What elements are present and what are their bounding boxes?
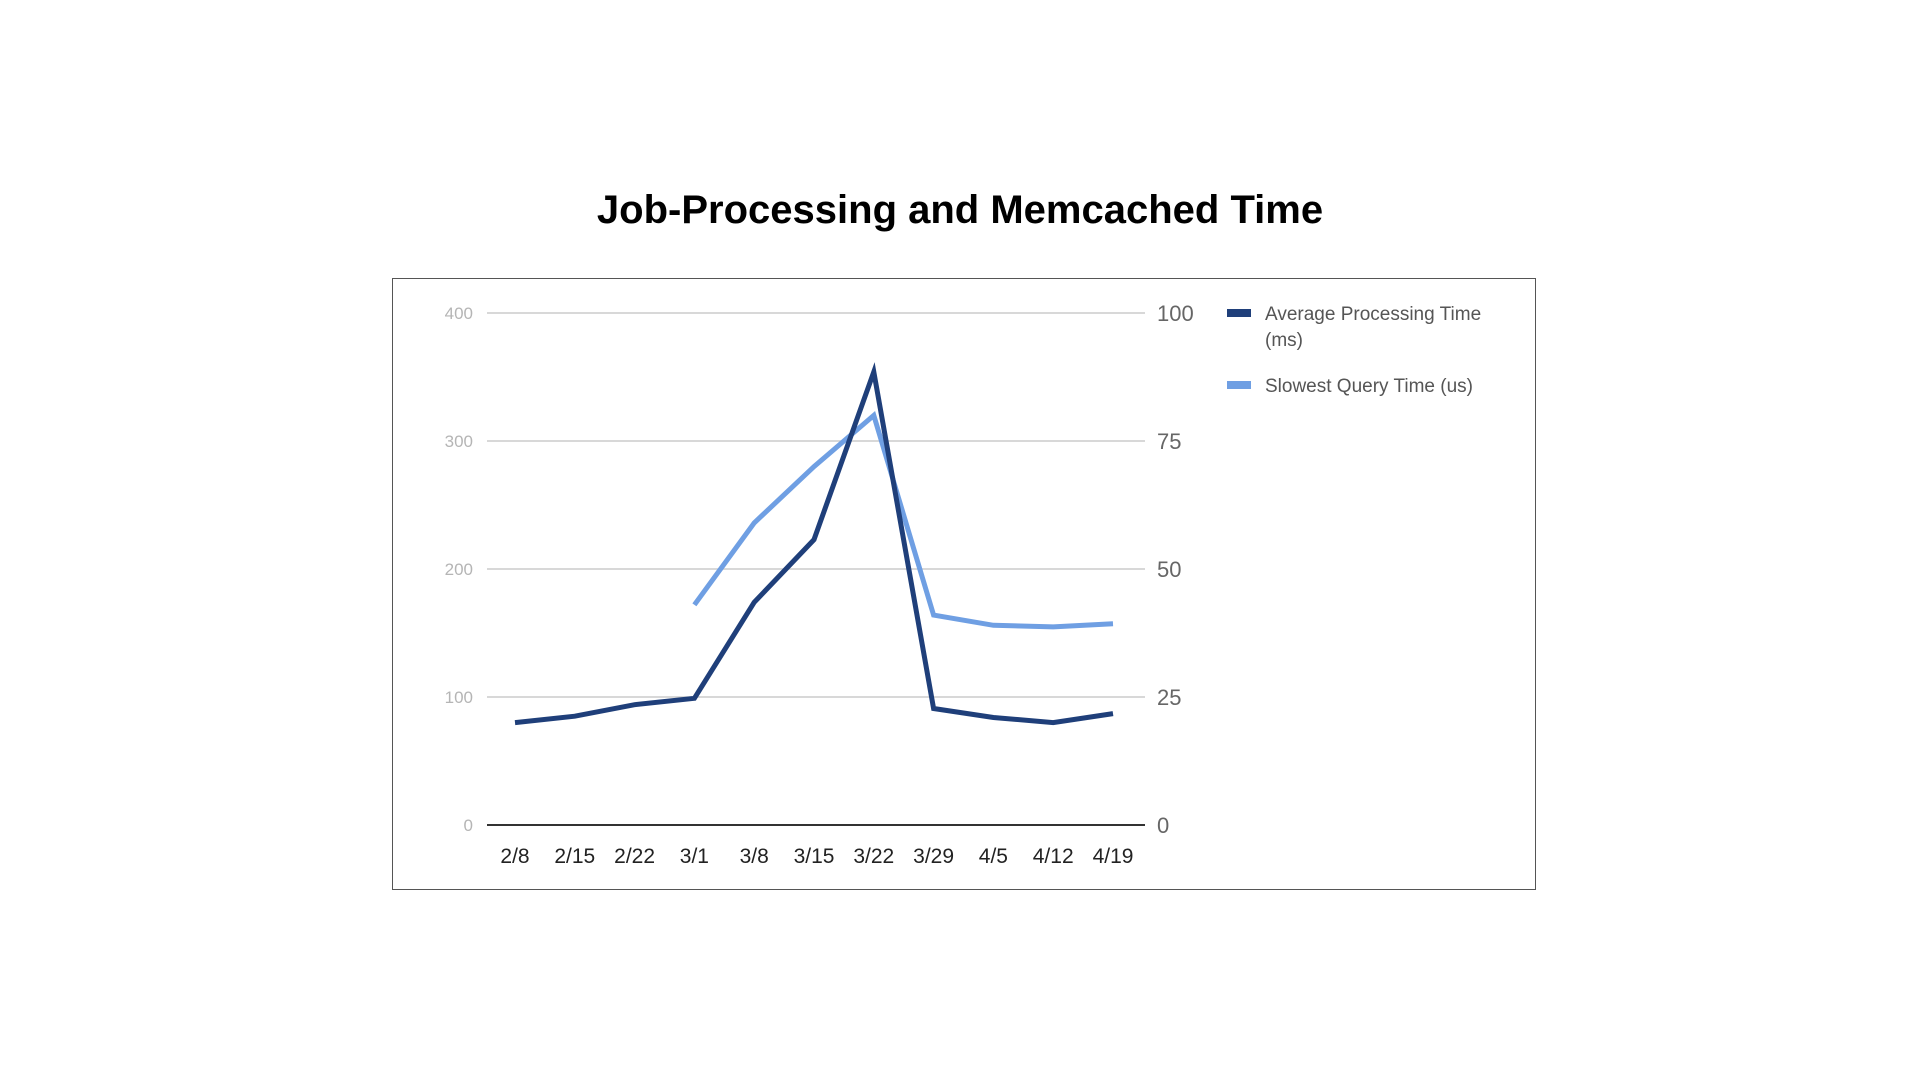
x-tick-label: 3/22 [853, 845, 894, 868]
series-line-1 [514, 362, 1114, 726]
x-tick-label: 3/1 [680, 845, 709, 868]
legend-swatch [1227, 381, 1251, 389]
x-tick-label: 4/19 [1093, 845, 1134, 868]
x-tick-label: 3/15 [794, 845, 835, 868]
axes: 0 100 200 300 400 0 25 50 75 100 2/8 2/15 2/22 3/1 3/8… [445, 301, 1194, 868]
x-tick-label: 2/8 [500, 845, 529, 868]
series-line-2 [692, 411, 1114, 630]
x-tick-label: 3/29 [913, 845, 954, 868]
y-left-tick-label: 200 [445, 560, 473, 579]
legend-label: Slowest Query Time (us) [1265, 376, 1473, 397]
legend-label: (ms) [1265, 330, 1303, 351]
x-tick-label: 4/5 [979, 845, 1008, 868]
y-right-tick-label: 0 [1157, 813, 1169, 838]
legend-swatch [1227, 309, 1251, 317]
y-right-tick-label: 75 [1157, 429, 1181, 454]
y-right-tick-label: 50 [1157, 557, 1181, 582]
line-chart: 0 100 200 300 400 0 25 50 75 100 2/8 2/15 2/22 3/1 3/8… [445, 301, 1482, 868]
x-tick-label: 2/15 [554, 845, 595, 868]
x-tick-label: 4/12 [1033, 845, 1074, 868]
chart-title: Job-Processing and Memcached Time [596, 188, 1324, 232]
y-right-tick-label: 25 [1157, 685, 1181, 710]
y-left-tick-label: 300 [445, 432, 473, 451]
chart-frame: 0 100 200 300 400 0 25 50 75 100 2/8 2/15 2/22 3/1 3/8… [392, 278, 1536, 890]
y-left-tick-label: 100 [445, 688, 473, 707]
y-right-tick-label: 100 [1157, 301, 1194, 326]
x-tick-label: 3/8 [740, 845, 769, 868]
grid-lines [487, 312, 1145, 826]
y-left-tick-label: 400 [445, 304, 473, 323]
x-tick-label: 2/22 [614, 845, 655, 868]
legend-label: Average Processing Time [1265, 304, 1481, 325]
legend: Average Processing Time (ms) Slowest Query… [1227, 304, 1481, 397]
y-left-tick-label: 0 [464, 816, 473, 835]
series-lines [514, 362, 1114, 726]
